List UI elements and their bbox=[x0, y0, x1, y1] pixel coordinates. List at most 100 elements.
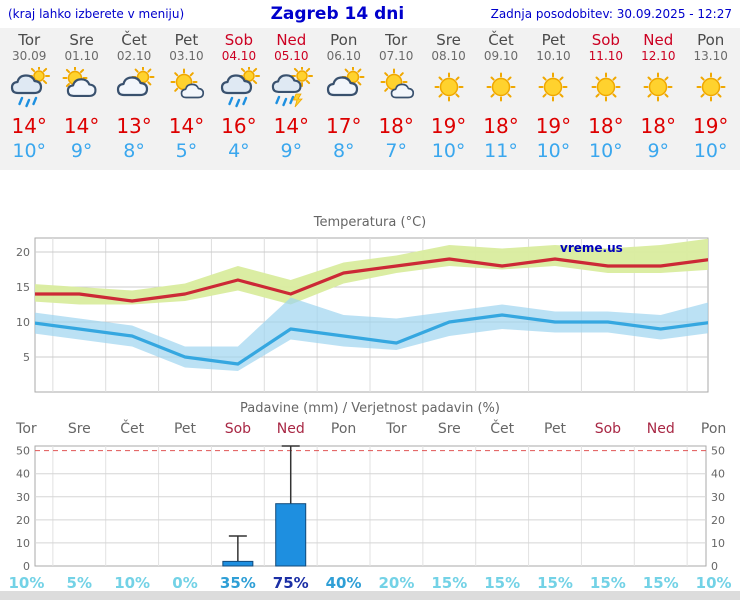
weather-icon-rain bbox=[3, 64, 55, 112]
weather-icon-sunny bbox=[580, 64, 632, 112]
temp-min: 8° bbox=[123, 140, 145, 162]
precip-probability: 15% bbox=[642, 574, 679, 592]
temp-max: 18° bbox=[588, 114, 624, 138]
day-column[interactable]: Čet 09.10 18° 11° bbox=[475, 30, 527, 170]
precip-day-label: Sob bbox=[224, 421, 252, 437]
precip-chart-title: Padavine (mm) / Verjetnost padavin (%) bbox=[240, 401, 500, 416]
day-name: Sre bbox=[436, 31, 461, 49]
day-column[interactable]: Pon 13.10 19° 10° bbox=[684, 30, 736, 170]
precip-bar bbox=[222, 560, 254, 567]
day-name: Pon bbox=[330, 31, 358, 49]
temp-min: 10° bbox=[536, 140, 571, 162]
temp-min: 10° bbox=[12, 140, 47, 162]
day-date: 04.10 bbox=[221, 49, 257, 63]
svg-text:10: 10 bbox=[711, 537, 725, 550]
temperature-chart: 5 10 15 20 vreme.us bbox=[16, 237, 709, 393]
page-title: Zagreb 14 dni bbox=[270, 4, 405, 24]
precip-probability: 75% bbox=[272, 574, 309, 592]
svg-text:20: 20 bbox=[16, 246, 30, 259]
day-date: 05.10 bbox=[274, 49, 309, 63]
day-date: 12.10 bbox=[641, 49, 676, 63]
temp-max: 17° bbox=[326, 114, 362, 138]
temp-max: 14° bbox=[11, 114, 47, 138]
precip-probability: 15% bbox=[484, 574, 521, 592]
day-date: 06.10 bbox=[326, 49, 361, 63]
day-column[interactable]: Tor 30.09 14° 10° bbox=[3, 30, 55, 170]
footer-bar bbox=[0, 591, 740, 600]
temp-max: 19° bbox=[535, 114, 572, 138]
precip-probability: 10% bbox=[8, 574, 45, 592]
temp-max: 18° bbox=[483, 114, 519, 138]
day-column[interactable]: Tor 07.10 18° 7° bbox=[370, 30, 422, 170]
day-column[interactable]: Sob 04.10 16° 4° bbox=[213, 30, 265, 170]
watermark: vreme.us bbox=[560, 241, 623, 255]
weather-icon-sunny bbox=[684, 64, 736, 112]
precip-day-label: Tor bbox=[16, 421, 37, 437]
day-column[interactable]: Sre 01.10 14° 9° bbox=[55, 30, 107, 170]
precip-day-label: Pet bbox=[544, 421, 567, 437]
temp-max: 18° bbox=[378, 114, 414, 138]
precip-bar bbox=[275, 503, 307, 567]
temp-min: 8° bbox=[332, 140, 355, 162]
svg-text:0: 0 bbox=[23, 560, 30, 573]
temp-min: 10° bbox=[431, 140, 466, 162]
spacer bbox=[0, 170, 740, 214]
day-name: Sre bbox=[69, 31, 94, 49]
day-column[interactable]: Ned 05.10 14° 9° bbox=[265, 30, 317, 170]
svg-text:10: 10 bbox=[16, 316, 30, 329]
temp-chart-title: Temperatura (°C) bbox=[313, 215, 427, 230]
forecast-strip: Tor 30.09 14° 10° Sre 01.10 14° 9° Čet 02.10 13° 8°… bbox=[0, 28, 740, 170]
weather-icon-partly-cloudy bbox=[55, 64, 107, 112]
day-name: Čet bbox=[121, 31, 147, 49]
weather-icon-mostly-cloudy bbox=[108, 64, 160, 112]
temp-min: 10° bbox=[693, 140, 728, 162]
temp-max: 14° bbox=[273, 114, 310, 138]
day-column[interactable]: Čet 02.10 13° 8° bbox=[108, 30, 160, 170]
svg-text:15: 15 bbox=[16, 281, 30, 294]
precip-probability: 5% bbox=[66, 574, 93, 592]
weather-icon-mostly-sunny bbox=[370, 64, 422, 112]
day-date: 10.10 bbox=[536, 49, 571, 63]
min-range-band bbox=[35, 297, 708, 371]
day-date: 03.10 bbox=[169, 49, 204, 63]
weather-icon-mostly-cloudy bbox=[318, 64, 370, 112]
precip-probability: 10% bbox=[695, 574, 732, 592]
weather-icon-sunny bbox=[632, 64, 684, 112]
min-temperature-line bbox=[35, 313, 708, 366]
precipitation-chart: 0 0 10 10 20 20 30 30 40 40 50 50 bbox=[16, 445, 725, 573]
day-column[interactable]: Sob 11.10 18° 10° bbox=[580, 30, 632, 170]
svg-text:50: 50 bbox=[711, 445, 725, 458]
weather-icon-sunny bbox=[527, 64, 579, 112]
day-column[interactable]: Sre 08.10 19° 10° bbox=[422, 30, 474, 170]
day-name: Ned bbox=[643, 31, 674, 49]
day-date: 11.10 bbox=[588, 49, 624, 63]
svg-text:5: 5 bbox=[23, 351, 30, 364]
day-date: 01.10 bbox=[64, 49, 99, 63]
menu-hint: (kraj lahko izberete v meniju) bbox=[8, 7, 185, 21]
temp-max: 13° bbox=[116, 114, 152, 138]
precip-day-label: Tor bbox=[386, 421, 407, 437]
topbar: (kraj lahko izberete v meniju) Zagreb 14… bbox=[0, 0, 740, 28]
temp-min: 9° bbox=[70, 140, 93, 162]
precip-day-label: Pet bbox=[173, 421, 197, 437]
precip-probability: 15% bbox=[537, 574, 573, 592]
precip-day-label: Čet bbox=[120, 421, 145, 437]
svg-text:30: 30 bbox=[16, 491, 30, 504]
precip-probability: 15% bbox=[589, 574, 626, 592]
svg-text:40: 40 bbox=[711, 468, 725, 481]
svg-text:50: 50 bbox=[16, 445, 30, 458]
day-date: 09.10 bbox=[483, 49, 519, 63]
precip-probability: 35% bbox=[219, 574, 256, 592]
svg-text:40: 40 bbox=[16, 468, 30, 481]
day-name: Pet bbox=[541, 31, 566, 49]
day-column[interactable]: Pon 06.10 17° 8° bbox=[318, 30, 370, 170]
svg-text:20: 20 bbox=[16, 514, 30, 527]
day-column[interactable]: Pet 10.10 19° 10° bbox=[527, 30, 579, 170]
day-column[interactable]: Pet 03.10 14° 5° bbox=[160, 30, 212, 170]
last-update: Zadnja posodobitev: 30.09.2025 - 12:27 bbox=[490, 7, 732, 21]
temp-min: 9° bbox=[647, 140, 670, 162]
weather-icon-rain bbox=[213, 64, 265, 112]
day-column[interactable]: Ned 12.10 18° 9° bbox=[632, 30, 684, 170]
day-date: 07.10 bbox=[378, 49, 414, 63]
temp-min: 10° bbox=[589, 140, 623, 162]
